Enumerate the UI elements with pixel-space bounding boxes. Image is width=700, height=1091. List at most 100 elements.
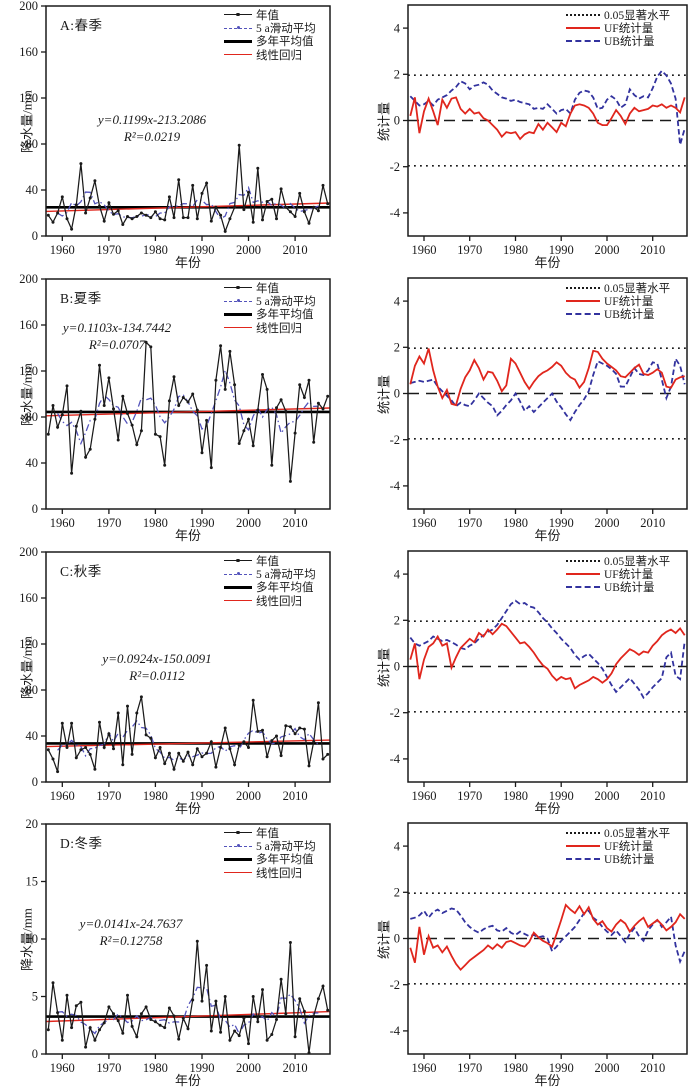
x-tick-label: 2010 [640, 1061, 665, 1075]
y-axis-label: 降水量/mm [19, 636, 35, 699]
data-point-marker [93, 1038, 97, 1042]
x-tick-label: 1990 [549, 243, 574, 257]
data-point-marker [56, 211, 60, 215]
r-squared-value: R²=0.0112 [129, 668, 185, 683]
y-tick-label: 0 [394, 387, 400, 401]
uf-swatch-icon [566, 573, 600, 576]
data-point-marker [149, 1018, 153, 1021]
data-point-marker [70, 471, 74, 475]
x-tick-label: 1980 [143, 516, 168, 530]
regression-swatch-icon [224, 327, 252, 329]
data-point-marker [158, 1023, 162, 1027]
y-tick-label: 40 [26, 183, 39, 197]
x-tick-label: 2010 [640, 516, 665, 530]
legend-item-significance: 0.05显著水平 [566, 554, 670, 568]
y-tick-label: 4 [394, 21, 401, 35]
x-axis-label: 年份 [174, 801, 201, 816]
uf-statistic-line [409, 95, 686, 141]
data-point-marker [65, 217, 69, 221]
summer-precipitation-chart: 1960 1970 1980 1990 2000 2010 0 40 80 120 160 200 [19, 273, 331, 530]
data-point-marker [46, 748, 50, 752]
legend: 年值 5 a滑动平均 多年平均值 线性回归 [224, 8, 316, 62]
data-point-marker [121, 223, 125, 226]
data-point-marker [158, 746, 162, 749]
data-point-marker [79, 162, 83, 166]
panel-d-mk-test: 1960 1970 1980 1990 2000 2010 -4 -2 0 2 4 统计量 年份 0… [350, 818, 700, 1091]
uf-statistic-line [409, 348, 685, 407]
data-point-marker [158, 435, 162, 439]
x-tick-label: 2000 [595, 516, 620, 530]
data-point-marker [116, 438, 120, 442]
plot-border [407, 822, 688, 1055]
data-point-marker [270, 197, 274, 201]
data-point-marker [321, 407, 325, 411]
uf-swatch-icon [566, 300, 600, 303]
y-tick-label: 0 [394, 114, 400, 128]
data-point-marker [139, 695, 143, 699]
data-point-marker [65, 384, 69, 388]
data-point-marker [233, 1029, 237, 1033]
x-tick-label: 1980 [503, 1061, 528, 1075]
data-point-marker [102, 404, 106, 407]
data-point-marker [126, 215, 129, 218]
data-point-marker [149, 216, 153, 220]
plot-border [45, 823, 331, 1055]
y-tick-label: 0 [32, 502, 38, 516]
x-tick-label: 1970 [457, 789, 482, 803]
data-point-marker [139, 211, 143, 215]
data-point-marker [223, 995, 227, 998]
data-point-marker [288, 941, 292, 944]
x-tick-label: 1960 [412, 1061, 437, 1075]
legend-item-annual: 年值 [224, 281, 316, 295]
data-point-marker [144, 213, 148, 217]
y-tick-label: 200 [19, 273, 38, 286]
r-squared-value: R²=0.0219 [123, 129, 181, 144]
data-point-marker [256, 1020, 260, 1024]
legend-label: UB统计量 [604, 36, 655, 49]
data-point-marker [200, 999, 204, 1003]
data-point-marker [186, 1027, 190, 1031]
data-point-marker [326, 752, 330, 756]
data-point-marker [181, 396, 185, 399]
y-tick-label: 4 [394, 839, 401, 853]
data-point-marker [135, 443, 139, 447]
data-point-marker [172, 216, 176, 220]
data-point-marker [288, 725, 292, 729]
data-point-marker [172, 1014, 176, 1018]
data-point-marker [200, 191, 204, 195]
y-tick-label: -2 [390, 978, 400, 992]
data-point-marker [195, 747, 199, 751]
data-point-marker [144, 340, 148, 344]
legend-label: UB统计量 [604, 854, 655, 867]
winter-precipitation-chart: 1960 1970 1980 1990 2000 2010 0 5 10 15 20 [26, 818, 331, 1075]
y-tick-label: 2 [394, 68, 400, 82]
moving-average-swatch-icon [224, 572, 252, 576]
regression-line [45, 202, 331, 213]
data-point-marker [247, 190, 250, 194]
data-point-marker [191, 183, 195, 187]
y-tick-label: 20 [26, 818, 39, 831]
data-point-marker [172, 767, 176, 771]
panel-a-mk-test: 1960 1970 1980 1990 2000 2010 -4 -2 0 2 4 统计量 年份 0… [350, 0, 700, 273]
data-point-marker [79, 409, 83, 413]
x-tick-label: 1970 [96, 1061, 121, 1075]
data-point-marker [256, 729, 260, 733]
data-point-marker [126, 704, 129, 708]
data-point-marker [79, 748, 83, 752]
x-tick-label: 2000 [236, 516, 261, 530]
data-point-marker [46, 1028, 50, 1032]
legend-label: 0.05显著水平 [604, 9, 671, 22]
x-axis-label: 年份 [174, 255, 201, 270]
legend-label: UF统计量 [604, 841, 654, 854]
data-point-marker [275, 217, 278, 221]
legend-label: 5 a滑动平均 [256, 23, 316, 36]
data-point-marker [112, 747, 115, 751]
data-point-marker [219, 1030, 223, 1034]
x-axis-label: 年份 [534, 801, 561, 816]
legend-label: UF统计量 [604, 569, 654, 582]
data-point-marker [261, 218, 264, 222]
data-point-marker [98, 720, 101, 724]
data-point-marker [195, 939, 199, 943]
data-point-marker [126, 412, 129, 415]
